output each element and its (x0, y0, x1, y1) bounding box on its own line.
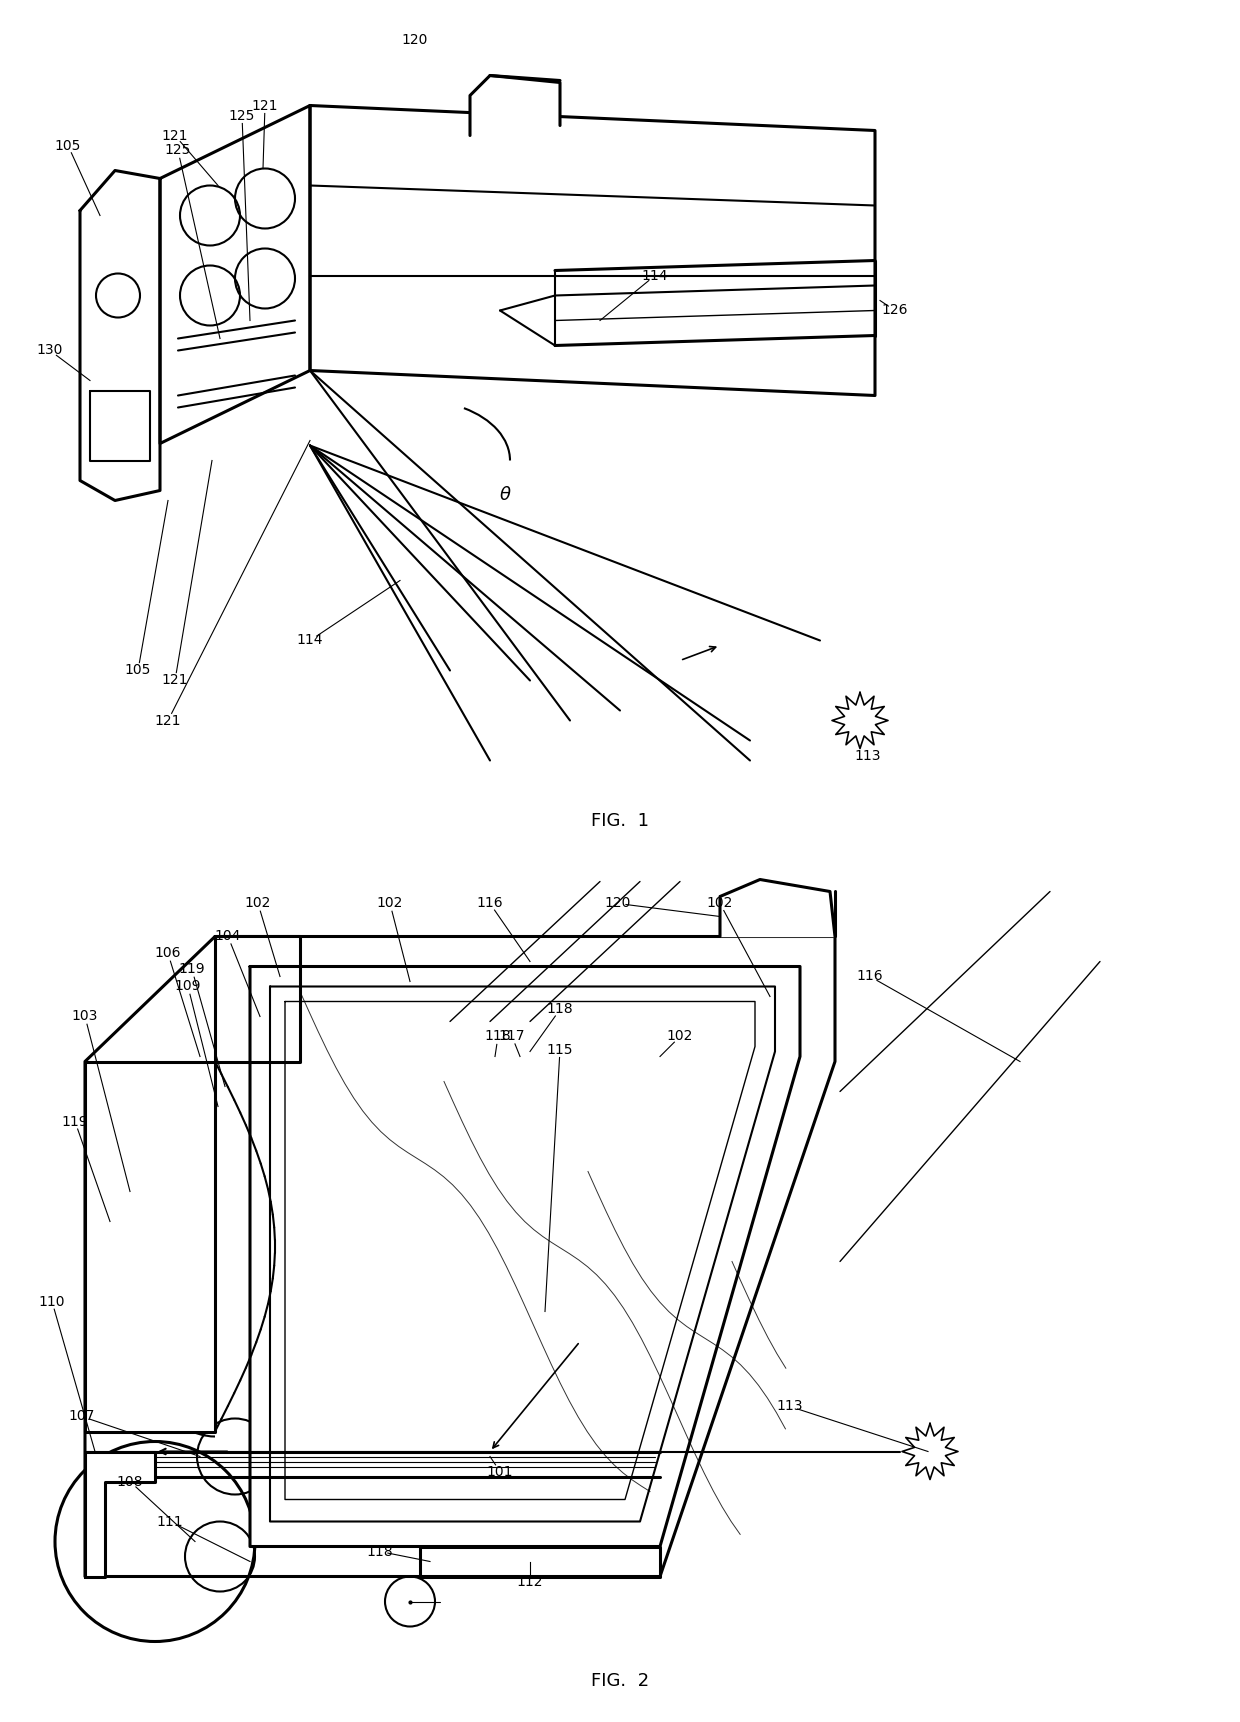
Text: 121: 121 (155, 713, 181, 727)
Polygon shape (310, 105, 875, 396)
Text: 125: 125 (165, 143, 191, 157)
Text: 113: 113 (776, 1400, 804, 1414)
Text: $\theta$: $\theta$ (498, 487, 511, 505)
Text: 116: 116 (476, 897, 503, 911)
Text: 102: 102 (377, 897, 403, 911)
Text: 102: 102 (244, 897, 272, 911)
Text: FIG.  1: FIG. 1 (591, 811, 649, 830)
Polygon shape (86, 1061, 215, 1431)
Text: 118: 118 (367, 1545, 393, 1558)
Polygon shape (86, 1452, 155, 1577)
Text: 107: 107 (68, 1410, 95, 1424)
Polygon shape (832, 692, 888, 749)
Polygon shape (215, 937, 300, 1061)
Text: 115: 115 (547, 1042, 573, 1057)
Polygon shape (470, 76, 560, 136)
Text: FIG.  2: FIG. 2 (591, 1672, 649, 1691)
Text: 105: 105 (125, 663, 151, 677)
Text: 102: 102 (667, 1030, 693, 1044)
Polygon shape (901, 1424, 959, 1479)
Text: 114: 114 (642, 269, 668, 282)
Text: 118: 118 (485, 1030, 511, 1044)
Text: 121: 121 (252, 98, 278, 112)
Text: 113: 113 (854, 749, 882, 763)
Polygon shape (720, 880, 835, 937)
Polygon shape (250, 966, 800, 1546)
Text: 104: 104 (215, 930, 242, 944)
Text: 114: 114 (296, 634, 324, 647)
Text: 108: 108 (117, 1474, 144, 1488)
Text: 117: 117 (498, 1030, 526, 1044)
Text: 101: 101 (487, 1464, 513, 1479)
Text: 125: 125 (229, 108, 255, 122)
Text: 103: 103 (72, 1009, 98, 1023)
Polygon shape (160, 105, 310, 444)
Text: 119: 119 (62, 1114, 88, 1128)
Text: 121: 121 (161, 673, 188, 687)
Text: 111: 111 (156, 1515, 184, 1529)
Text: 106: 106 (155, 947, 181, 961)
Polygon shape (81, 170, 160, 501)
Text: 119: 119 (179, 963, 206, 976)
Text: 116: 116 (857, 969, 883, 983)
Text: 130: 130 (37, 343, 63, 358)
Text: 120: 120 (402, 33, 428, 48)
Text: 102: 102 (707, 897, 733, 911)
Text: 118: 118 (547, 1002, 573, 1016)
Text: 105: 105 (55, 138, 81, 153)
Text: 120: 120 (605, 897, 631, 911)
Text: 109: 109 (175, 980, 201, 994)
Polygon shape (86, 937, 835, 1577)
Text: 112: 112 (517, 1574, 543, 1588)
Text: 110: 110 (38, 1295, 66, 1309)
Text: 121: 121 (161, 129, 188, 143)
Text: 126: 126 (882, 303, 908, 317)
